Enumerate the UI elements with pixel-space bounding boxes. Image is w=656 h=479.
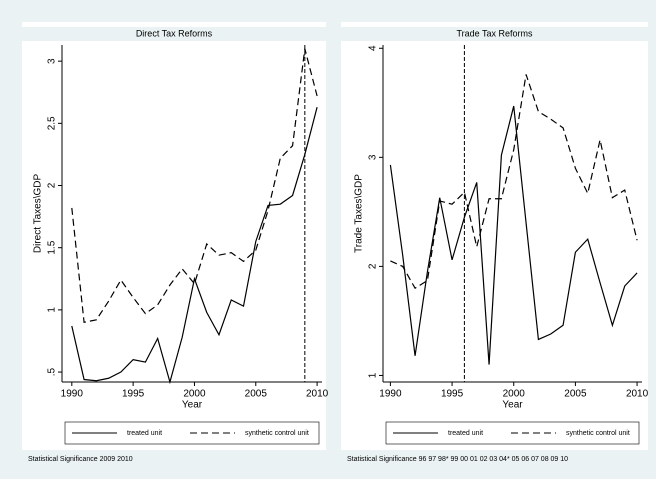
legend-label: synthetic control unit — [245, 430, 309, 437]
note: Statistical Significance 96 97 98* 99 00… — [347, 456, 568, 463]
y-tick-label: .5 — [47, 367, 58, 376]
x-tick-label: 2010 — [306, 389, 329, 400]
y-tick-label: 2 — [47, 182, 58, 188]
y-tick-label: 1.5 — [47, 240, 58, 254]
y-axis-label: Direct Taxes\GDP — [33, 174, 44, 254]
x-axis-label: Year — [182, 400, 203, 411]
note: Statistical Significance 2009 2010 — [28, 456, 133, 463]
title-band — [341, 27, 648, 41]
series-line — [389, 105, 638, 365]
series-line — [71, 107, 318, 385]
y-tick-label: 4 — [368, 45, 379, 51]
x-tick-label: 1990 — [379, 389, 402, 400]
x-axis-label: Year — [502, 400, 523, 411]
panel — [341, 22, 648, 450]
y-tick-label: 3 — [368, 154, 379, 160]
x-tick-label: 1990 — [61, 389, 84, 400]
x-tick-label: 2005 — [564, 389, 587, 400]
legend-label: treated unit — [448, 430, 483, 437]
x-tick-label: 1995 — [441, 389, 464, 400]
y-tick-label: 2.5 — [47, 116, 58, 130]
x-tick-label: 2000 — [503, 389, 526, 400]
x-tick-label: 2000 — [183, 389, 206, 400]
x-tick-label: 2005 — [245, 389, 268, 400]
y-tick-label: 1 — [368, 372, 379, 378]
panel-title: Direct Tax Reforms — [136, 28, 213, 38]
y-axis-label: Trade Taxes\GDP — [354, 174, 365, 253]
series-line — [71, 48, 318, 324]
panel-title: Trade Tax Reforms — [456, 28, 533, 38]
title-band — [22, 27, 326, 41]
panel — [22, 22, 326, 450]
series-line — [390, 74, 638, 290]
y-tick-label: 1 — [47, 307, 58, 313]
legend-label: treated unit — [127, 430, 162, 437]
y-tick-label: 3 — [47, 58, 58, 64]
x-tick-label: 2010 — [626, 389, 649, 400]
legend-label: synthetic control unit — [566, 430, 630, 437]
x-tick-label: 1995 — [122, 389, 145, 400]
y-tick-label: 2 — [368, 263, 379, 269]
